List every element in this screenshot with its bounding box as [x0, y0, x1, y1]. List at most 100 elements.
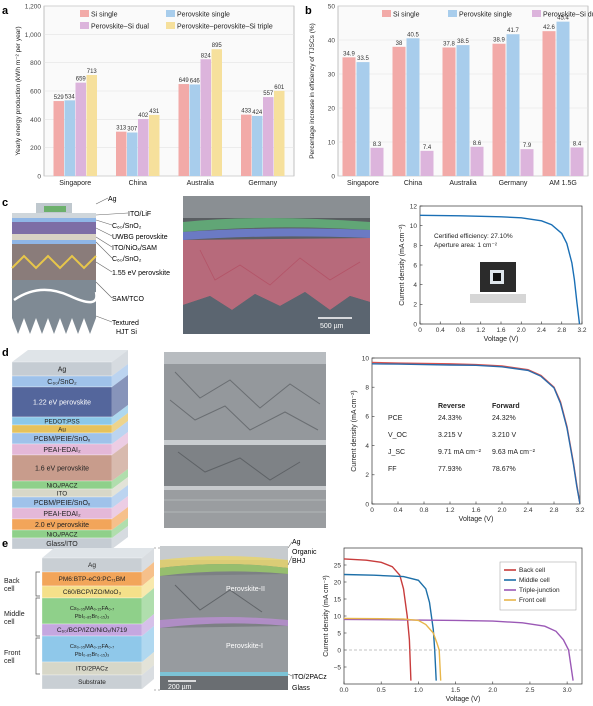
table-cell: 9.63 mA cm⁻² [492, 449, 536, 456]
x-tick-label: 1.6 [471, 507, 480, 514]
y-tick-label: 30 [328, 72, 336, 79]
bar [274, 90, 285, 176]
legend-label: Triple-junction [519, 587, 560, 594]
stack-c-uwbg [12, 222, 96, 234]
x-tick-label: AM 1.5G [549, 180, 577, 187]
x-tick-label: 2.0 [497, 507, 506, 514]
legend-swatch [166, 22, 175, 29]
x-tick-label: 2.0 [517, 327, 526, 334]
stack-e-side [142, 614, 154, 636]
data-label: 557 [263, 91, 274, 97]
x-axis-label: Voltage (V) [446, 696, 481, 703]
bar [406, 38, 420, 176]
series-line [344, 573, 437, 681]
y-tick-label: 10 [410, 223, 418, 230]
stack-d-layer [11, 386, 113, 418]
sem-e-label-glass: Glass [292, 685, 310, 692]
data-label: 7.9 [523, 143, 532, 149]
bar [342, 57, 356, 177]
stack-d-layer-label: PEAI-EDAI₂ [43, 447, 81, 454]
panel-label-d: d [2, 347, 9, 359]
bar [127, 132, 138, 176]
annotation-efficiency: Certified efficiency: 27.10% [434, 233, 513, 240]
y-tick-label: 20 [328, 106, 336, 113]
y-tick-label: 200 [30, 145, 41, 152]
y-tick-label: 20 [334, 579, 342, 586]
stack-d-side [112, 375, 128, 417]
stack-e-side-label-b: cell [4, 658, 15, 665]
stack-e-layer-label-b: PbI₀.₈₅Br₀.₁₅)₃ [75, 614, 110, 620]
stack-d-side [112, 405, 128, 425]
stack-c-schematic [11, 203, 98, 334]
series-line [372, 363, 580, 504]
legend-label: Middle cell [519, 577, 550, 584]
legend-label: Perovskite single [177, 12, 230, 19]
data-label: 659 [76, 77, 87, 83]
y-tick-label: 0 [331, 174, 335, 181]
bar [556, 21, 570, 176]
sem-e-label-ag: Ag [292, 539, 301, 546]
stack-c-c60-2 [12, 240, 96, 244]
stack-e-schematic: Ag PM6:BTP-eC9:PC₇₁BM C60/BCP/IZO/MoO₃ Cs₀.… [4, 547, 160, 691]
bar [356, 62, 370, 176]
data-label: 42.6 [543, 25, 555, 31]
stack-d-layer-label: PCBM/PEIE/SnOₓ [34, 436, 91, 443]
stack-e-layer-label-a: Cs₀.₀₅MA₀.₁₅FA₀.₇ [70, 644, 114, 650]
series-line [344, 558, 412, 681]
stack-d-side [112, 507, 128, 530]
x-tick-label: China [129, 180, 147, 187]
data-label: 34.9 [343, 51, 355, 57]
table-header: Reverse [438, 403, 465, 410]
data-label: 8.3 [373, 142, 382, 148]
data-label: 601 [274, 85, 285, 91]
stack-e-layer-label: Substrate [78, 679, 106, 686]
x-tick-label: 2.8 [557, 327, 566, 334]
bar [241, 114, 252, 176]
y-tick-label: 8 [365, 385, 369, 392]
stack-c-label-si-1: Textured [112, 320, 139, 327]
stack-e-side-label-b: cell [4, 586, 15, 593]
x-tick-label: Singapore [347, 180, 379, 187]
chart-c-jv-curve: 0 0.4 0.8 1.2 1.6 2.0 2.4 2.8 3.2 0 2 4 6 8 10 12 Voltag… [399, 203, 587, 343]
x-tick-label: Australia [449, 180, 476, 187]
chart-e-jv-curves: 0.0 0.5 1.0 1.5 2.0 2.5 3.0 −5 0 5 10 15 20 25 Voltage… [323, 547, 583, 703]
stack-c-label-c60-2: C₆₀/SnO₂ [112, 256, 142, 263]
y-tick-label: 800 [30, 60, 41, 67]
sem-e-image: Perovskite-II Perovskite-I 200 µm [160, 546, 288, 691]
stack-d-layer-label: ITO [57, 490, 67, 497]
chart-b-efficiency-increase: 0 10 20 30 40 50 34.933.5 8.3 Singapore 38 40.5 7.4… [309, 4, 593, 188]
data-label: 7.4 [423, 145, 432, 151]
y-tick-label: 12 [410, 203, 418, 210]
bar [470, 146, 484, 176]
x-tick-label: 3.2 [577, 327, 586, 334]
x-tick-label: 1.5 [451, 687, 460, 694]
stack-e-side [142, 562, 154, 586]
data-label: 38 [396, 41, 403, 47]
y-axis-label: Current density (mA cm⁻²) [351, 390, 358, 472]
table-cell: V_OC [388, 432, 407, 439]
bar [64, 100, 75, 176]
stack-d-layer-label: Ag [58, 366, 67, 373]
bar [506, 34, 520, 176]
x-axis-label: Voltage (V) [459, 516, 494, 523]
x-tick-label: 1.6 [496, 327, 505, 334]
legend-label: Perovskite–perovskite–Si triple [177, 24, 273, 31]
bar [520, 149, 534, 176]
data-label: 313 [116, 126, 127, 132]
data-label: 402 [138, 113, 149, 119]
y-tick-label: 50 [328, 4, 336, 11]
stack-e-layer-label: C₆₀/BCP/IZO/NiOₓ/N719 [57, 627, 128, 634]
stack-e-layer-label-a: Cs₀.₀₅MA₀.₁₅FA₀.₇ [70, 606, 114, 612]
stack-e-side-label-b: cell [4, 619, 15, 626]
table-cell: 24.33% [438, 415, 462, 422]
bar [392, 46, 406, 176]
y-tick-label: 15 [334, 596, 342, 603]
data-label: 45.4 [557, 16, 569, 22]
stack-c-label-c60: C₆₀/SnO₂ [112, 223, 142, 230]
x-tick-label: Australia [187, 180, 214, 187]
series-line [420, 214, 581, 324]
stack-c-si-wave [13, 288, 98, 304]
sem-c-image: 500 µm [183, 196, 370, 334]
sem-e-label-pero-ii: Perovskite-II [226, 586, 265, 593]
x-tick-label: 0 [418, 327, 422, 334]
